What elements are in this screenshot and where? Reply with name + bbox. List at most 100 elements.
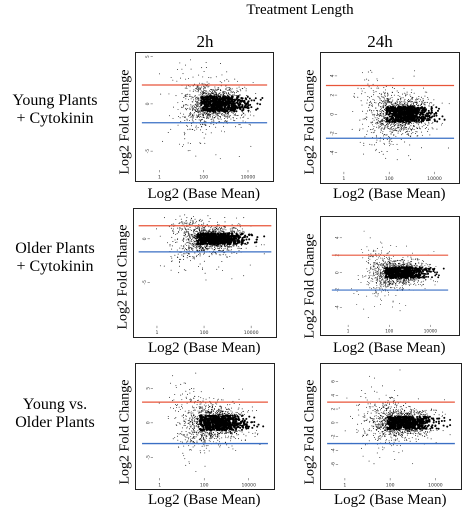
data-point (219, 104, 222, 107)
data-point (384, 101, 386, 102)
data-point (256, 107, 259, 110)
data-point (434, 111, 437, 114)
data-point (378, 152, 380, 153)
data-point (222, 249, 224, 251)
data-point (376, 109, 378, 111)
data-point (240, 248, 242, 250)
data-point (192, 117, 194, 119)
data-point (231, 95, 232, 97)
data-point (228, 88, 230, 90)
data-point (424, 122, 426, 124)
data-point (216, 112, 218, 114)
data-point (224, 109, 227, 112)
data-point (418, 108, 421, 111)
data-point (428, 118, 431, 121)
data-point (203, 71, 205, 72)
data-point (424, 102, 426, 103)
data-point (218, 234, 221, 237)
data-point (381, 119, 383, 121)
data-point (219, 89, 221, 90)
data-point (203, 105, 206, 108)
data-point (390, 123, 392, 125)
data-point (379, 126, 381, 127)
data-point (382, 106, 384, 108)
data-point (192, 235, 194, 237)
data-point (375, 270, 377, 272)
data-point (432, 104, 434, 106)
data-point (401, 116, 404, 119)
data-point (383, 274, 385, 276)
data-point (194, 240, 196, 242)
data-point (245, 238, 248, 241)
data-point (230, 87, 231, 89)
ma-plot-3: 1 100 10000-50 (138, 214, 272, 336)
data-point (416, 131, 418, 133)
data-point (228, 246, 230, 247)
data-point (420, 121, 422, 123)
data-point (362, 110, 364, 112)
data-point (221, 74, 223, 76)
data-point (385, 109, 386, 111)
data-point (399, 101, 401, 103)
data-point (240, 126, 242, 128)
x-tick-label: 10000 (241, 174, 256, 180)
data-point (366, 268, 368, 270)
data-point (384, 126, 386, 128)
data-point (425, 101, 427, 103)
data-point (181, 221, 183, 223)
data-point (406, 262, 408, 264)
data-point (419, 128, 421, 130)
data-point (176, 80, 178, 82)
data-point (195, 222, 197, 224)
data-point (238, 86, 240, 88)
data-point (204, 86, 206, 88)
data-point (206, 245, 208, 247)
data-point (405, 283, 407, 285)
data-point (199, 103, 201, 105)
data-point (183, 223, 185, 225)
data-point (178, 265, 180, 267)
data-point (184, 95, 186, 97)
data-point (200, 113, 202, 115)
data-point (177, 68, 178, 70)
data-point (431, 102, 433, 104)
data-point (222, 228, 224, 230)
data-point (184, 117, 186, 119)
data-point (415, 133, 416, 135)
data-point (226, 244, 228, 246)
data-point (409, 136, 411, 138)
data-point (184, 214, 186, 216)
data-point (195, 126, 197, 128)
data-point (235, 113, 236, 115)
data-point (237, 91, 239, 93)
data-point (400, 103, 402, 105)
data-point (237, 103, 240, 106)
data-point (229, 90, 231, 92)
data-point (254, 97, 257, 100)
data-point (396, 265, 398, 267)
x-tick-label: 1 (342, 176, 345, 182)
data-point (390, 143, 392, 145)
data-point (192, 90, 194, 92)
data-point (241, 232, 244, 235)
data-point (227, 103, 230, 107)
data-point (236, 231, 238, 233)
data-point (230, 97, 233, 100)
data-point (195, 108, 197, 110)
data-point (405, 104, 407, 106)
data-point (193, 89, 195, 91)
data-point (243, 217, 245, 219)
data-point (247, 117, 249, 119)
data-point (388, 258, 390, 260)
data-point (395, 101, 397, 103)
data-point (221, 114, 223, 116)
data-point (191, 128, 193, 130)
data-point (200, 96, 202, 98)
data-point (187, 238, 189, 240)
data-point (417, 279, 419, 281)
data-point (397, 98, 399, 100)
data-point (208, 95, 211, 98)
data-point (198, 239, 201, 242)
data-point (384, 93, 386, 95)
data-point (395, 282, 396, 284)
